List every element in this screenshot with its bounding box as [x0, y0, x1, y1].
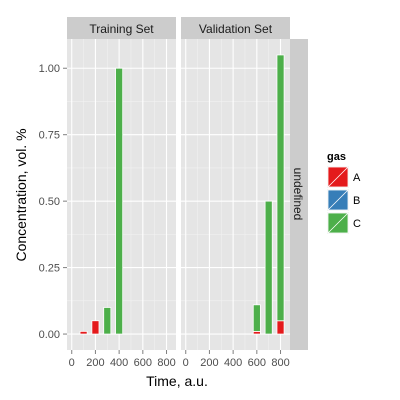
legend-label: C [353, 218, 361, 230]
row-strip: undefined [290, 39, 308, 350]
x-axis: 0 200 400 600 800 0 200 400 600 800 [69, 350, 290, 369]
x-tick-label: 200 [86, 357, 104, 369]
legend-key-slash [327, 212, 349, 234]
bar-gas-C [276, 54, 285, 322]
legend-key-slash [327, 189, 349, 211]
x-tick-label: 400 [224, 357, 242, 369]
panel-strip-background [181, 17, 290, 39]
x-axis-title: Time, a.u. [146, 373, 208, 389]
y-tick-label: 0.50 [39, 196, 60, 208]
legend-label: A [353, 172, 361, 184]
x-tick-label: 400 [110, 357, 128, 369]
y-tick-label: 0.25 [39, 263, 60, 275]
x-tick-label: 0 [183, 357, 189, 369]
x-tick-label: 0 [69, 357, 75, 369]
row-strip-background [290, 39, 308, 350]
x-tick-label: 600 [248, 357, 266, 369]
panel-strip-label: Validation Set [199, 22, 273, 36]
panel-strip-background [67, 17, 176, 39]
bar-gas-C [264, 200, 273, 335]
bar-gas-A [276, 320, 285, 335]
panel-1: Training Set [67, 17, 176, 350]
y-axis-title: Concentration, vol. % [13, 128, 29, 261]
bar-gas-C [115, 67, 124, 335]
panel-2: Validation Set [181, 17, 290, 350]
x-tick-label: 200 [200, 357, 218, 369]
panel-strip-label: Training Set [89, 22, 154, 36]
y-tick-label: 1.00 [39, 63, 60, 75]
y-axis: 0.00 0.25 0.50 0.75 1.00 [39, 63, 67, 341]
x-tick-label: 600 [134, 357, 152, 369]
legend: gas ABC [327, 151, 361, 234]
legend-title: gas [327, 151, 346, 163]
x-tick-label: 800 [157, 357, 175, 369]
bar-gas-C [103, 307, 112, 335]
row-strip-label: undefined [291, 168, 305, 221]
bar-gas-A [79, 330, 88, 335]
legend-label: B [353, 195, 360, 207]
x-tick-label: 800 [271, 357, 289, 369]
y-tick-label: 0.75 [39, 130, 60, 142]
bar-gas-C [252, 304, 261, 332]
legend-key-slash [327, 166, 349, 188]
y-tick-label: 0.00 [39, 329, 60, 341]
bar-gas-A [91, 320, 100, 335]
panels-layer: Training Set Validation Set [67, 17, 290, 350]
